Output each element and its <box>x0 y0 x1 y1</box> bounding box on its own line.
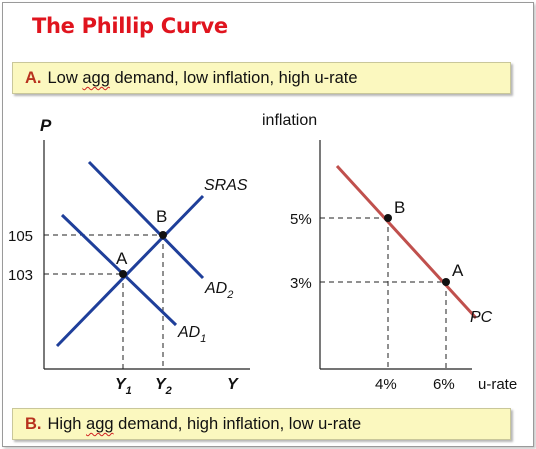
point-a-left-label: A <box>116 249 128 268</box>
point-a-right <box>442 278 450 286</box>
ad1-line <box>60 213 178 327</box>
point-a-right-label: A <box>452 261 464 280</box>
banner-scenario-a: A. Low agg demand, low inflation, high u-… <box>12 62 511 94</box>
ad-as-xlabel: Y <box>227 376 239 393</box>
ytick-103: 103 <box>8 267 33 284</box>
point-b-left-label: B <box>156 207 167 226</box>
ytick-3pct: 3% <box>290 275 312 292</box>
slide-title: The Phillip Curve <box>32 14 228 38</box>
point-b-right <box>384 214 392 222</box>
xtick-y1: Y1 <box>115 376 132 397</box>
sras-label: SRAS <box>204 177 248 194</box>
banner-a-pre: Low <box>47 69 78 87</box>
phillips-chart: inflation B A 5% 3% 4% 6% u-rate PC <box>262 112 517 393</box>
banner-a-letter: A. <box>25 69 42 87</box>
banner-b-letter: B. <box>25 415 42 433</box>
point-a-left <box>119 270 127 278</box>
xtick-6pct: 6% <box>433 376 455 393</box>
banner-b-pre: High <box>47 415 82 433</box>
ad2-label: AD2 <box>204 280 233 301</box>
ytick-5pct: 5% <box>290 211 312 228</box>
phillips-ylabel: inflation <box>262 112 317 129</box>
banner-b-post: demand, high inflation, low u-rate <box>118 415 362 433</box>
pc-label: PC <box>470 309 493 326</box>
ad-as-ylabel: P <box>40 116 52 135</box>
banner-scenario-b: B. High agg demand, high inflation, low u… <box>12 408 511 440</box>
banner-a-agg: agg <box>82 69 110 87</box>
xtick-4pct: 4% <box>375 376 397 393</box>
point-b-right-label: B <box>394 198 405 217</box>
ad2-line <box>87 160 205 280</box>
ytick-105: 105 <box>8 228 33 245</box>
xtick-y2: Y2 <box>155 376 172 397</box>
phillips-curve-line <box>335 164 478 320</box>
sras-line <box>55 194 205 348</box>
banner-a-post: demand, low inflation, high u-rate <box>114 69 358 87</box>
banner-b-agg: agg <box>86 415 114 433</box>
ad-as-chart: P A B 105 103 Y1 Y2 Y SRAS AD2 AD1 <box>8 116 250 397</box>
ad1-label: AD1 <box>177 324 206 345</box>
phillips-xlabel: u-rate <box>478 376 517 393</box>
point-b-left <box>159 231 167 239</box>
